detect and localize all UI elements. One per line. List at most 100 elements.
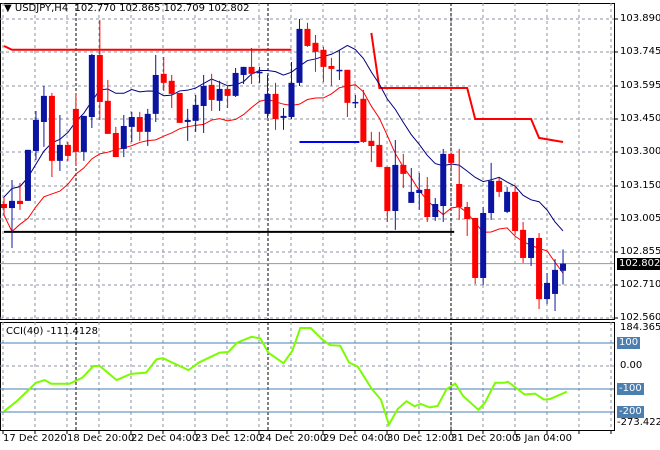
bull-candle <box>88 54 95 118</box>
bear-candle <box>328 65 335 69</box>
bear-candle <box>464 206 471 220</box>
bull-candle <box>544 282 551 300</box>
bull-candle <box>392 164 399 211</box>
bear-candle <box>136 117 143 132</box>
bear-candle <box>456 184 463 207</box>
bull-candle <box>40 95 47 122</box>
price-tick-label: 103.450 <box>620 113 660 124</box>
bear-candle <box>400 164 407 174</box>
cci-panel-frame <box>0 322 615 431</box>
bear-candle <box>512 191 519 231</box>
cci-line <box>3 327 568 428</box>
time-tick-label: 23 Dec 12:00 <box>195 433 263 444</box>
bear-candle <box>272 93 279 120</box>
time-tick-label: 30 Dec 12:00 <box>387 433 455 444</box>
resistance-step-line <box>370 32 564 143</box>
bear-candle <box>376 144 383 167</box>
bull-candle <box>296 28 303 83</box>
bear-candle <box>344 69 351 103</box>
bear-candle <box>224 88 231 96</box>
bear-candle <box>176 92 183 123</box>
bull-candle <box>8 200 15 209</box>
cci-level-100: 100 <box>617 337 641 349</box>
bull-candle <box>32 119 39 151</box>
time-tick-label: 31 Dec 20:00 <box>451 433 519 444</box>
time-tick-label: 24 Dec 20:00 <box>259 433 327 444</box>
bull-candle <box>352 101 359 104</box>
bear-candle <box>368 140 375 147</box>
bull-candle <box>56 144 63 161</box>
chart-title: ▼ USDJPY,H4 102.770 102.865 102.709 102.… <box>4 3 250 15</box>
bear-candle <box>16 200 23 205</box>
bear-candle <box>424 188 431 218</box>
cci-title: CCI(40) -111.4128 <box>6 326 98 337</box>
price-tick-label: 102.710 <box>620 279 660 290</box>
bear-candle <box>104 100 111 134</box>
bull-candle <box>440 153 447 207</box>
bear-candle <box>96 54 103 102</box>
bear-candle <box>48 95 55 161</box>
bear-candle <box>1 204 7 209</box>
price-tick-label: 103.005 <box>620 213 660 224</box>
bull-candle <box>192 104 199 121</box>
time-tick-label: 5 Jan 04:00 <box>515 433 572 444</box>
bear-candle <box>72 108 79 152</box>
bull-candle <box>264 93 271 114</box>
price-tick-label: 102.855 <box>620 246 660 257</box>
bear-candle <box>536 237 543 300</box>
triangle-down-icon[interactable]: ▼ <box>4 3 12 14</box>
bear-candle <box>160 73 167 83</box>
price-tick-label: 102.560 <box>620 312 660 323</box>
main-panel-frame <box>0 3 615 320</box>
cci-level-minus100: -100 <box>617 383 644 395</box>
cci-max-label: 184.3655 <box>620 322 660 333</box>
bear-candle <box>64 144 71 156</box>
bear-candle <box>520 229 527 258</box>
cci-level-0: 0.00 <box>620 360 643 371</box>
bull-candle <box>256 71 263 74</box>
price-tick-label: 103.300 <box>620 146 660 157</box>
bull-candle <box>288 82 295 118</box>
price-tick-label: 103.745 <box>620 46 660 57</box>
bull-candle <box>504 191 511 212</box>
bear-candle <box>208 84 215 100</box>
bull-candle <box>336 69 343 72</box>
bear-candle <box>312 42 319 52</box>
bear-candle <box>112 132 119 158</box>
bull-candle <box>144 113 151 132</box>
bull-candle <box>280 115 287 118</box>
bear-candle <box>168 80 175 94</box>
symbol-label: USDJPY,H4 <box>14 3 69 14</box>
bull-candle <box>432 204 439 218</box>
bull-candle <box>120 126 127 149</box>
current-price-label: 102.802 <box>617 258 660 270</box>
bull-candle <box>80 115 87 152</box>
bull-candle <box>560 263 567 271</box>
bull-candle <box>216 88 223 101</box>
bull-candle <box>552 269 559 294</box>
bear-candle <box>248 66 255 74</box>
bull-candle <box>416 189 423 193</box>
bear-candle <box>472 217 479 278</box>
price-tick-label: 103.150 <box>620 180 660 191</box>
bull-candle <box>408 191 415 203</box>
price-tick-label: 103.595 <box>620 80 660 91</box>
price-tick-label: 103.890 <box>620 13 660 24</box>
bull-candle <box>232 72 239 96</box>
time-tick-label: 17 Dec 2020 <box>3 433 67 444</box>
time-tick-label: 18 Dec 20:00 <box>67 433 135 444</box>
bear-candle <box>304 28 311 46</box>
bull-candle <box>240 66 247 75</box>
bull-candle <box>528 237 535 258</box>
bear-candle <box>360 98 367 142</box>
bull-candle <box>200 85 207 106</box>
bull-candle <box>152 74 159 114</box>
bull-candle <box>488 180 495 214</box>
ohlc-readout: 102.770 102.865 102.709 102.802 <box>74 3 250 14</box>
bear-candle <box>448 153 455 163</box>
time-tick-label: 22 Dec 04:00 <box>131 433 199 444</box>
bear-candle <box>496 180 503 192</box>
bear-candle <box>320 49 327 67</box>
